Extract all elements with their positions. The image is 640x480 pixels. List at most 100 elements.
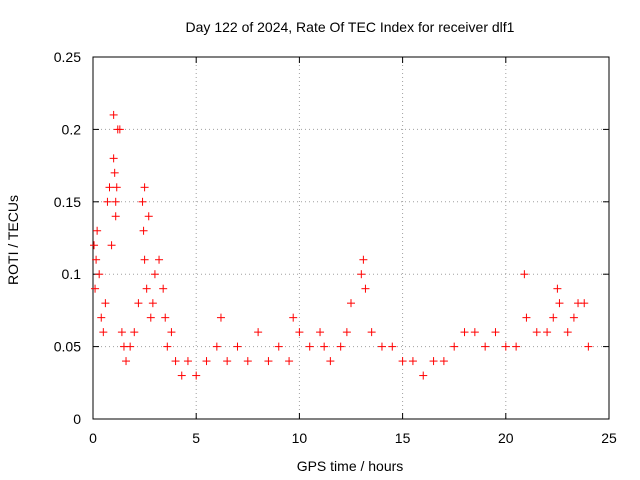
data-points	[90, 110, 593, 380]
data-point	[117, 328, 126, 337]
data-point	[144, 212, 153, 221]
data-point	[103, 197, 112, 206]
chart-title: Day 122 of 2024, Rate Of TEC Index for r…	[186, 19, 515, 35]
data-point	[105, 183, 114, 192]
data-point	[419, 371, 428, 380]
y-tick-label: 0.05	[54, 339, 81, 355]
data-point	[95, 270, 104, 279]
data-point	[91, 284, 100, 293]
data-point	[316, 328, 325, 337]
y-tick-label: 0.15	[54, 194, 81, 210]
data-point	[111, 197, 120, 206]
data-point	[111, 212, 120, 221]
data-point	[543, 328, 552, 337]
data-point	[142, 284, 151, 293]
data-point	[563, 328, 572, 337]
data-point	[532, 328, 541, 337]
data-point	[305, 342, 314, 351]
data-point	[139, 226, 148, 235]
data-point	[146, 313, 155, 322]
data-point	[223, 357, 232, 366]
data-point	[553, 284, 562, 293]
data-point	[522, 313, 531, 322]
data-point	[388, 342, 397, 351]
data-point	[109, 110, 118, 119]
x-tick-label: 5	[192, 430, 200, 446]
data-point	[377, 342, 386, 351]
data-point	[359, 255, 368, 264]
y-tick-label: 0	[73, 411, 81, 427]
y-axis-label: ROTI / TECUs	[5, 195, 21, 285]
data-point	[155, 255, 164, 264]
data-point	[491, 328, 500, 337]
data-point	[97, 313, 106, 322]
data-point	[202, 357, 211, 366]
data-point	[357, 270, 366, 279]
data-point	[295, 328, 304, 337]
data-point	[109, 154, 118, 163]
data-point	[115, 125, 124, 134]
x-axis-label: GPS time / hours	[297, 458, 404, 474]
data-point	[183, 357, 192, 366]
data-point	[110, 168, 119, 177]
data-point	[289, 313, 298, 322]
data-point	[216, 313, 225, 322]
data-point	[134, 299, 143, 308]
data-point	[429, 357, 438, 366]
data-point	[171, 357, 180, 366]
tick-layer: 0 5 10 15 20 25 0 0.05 0.1 0.15 0.2 0.25	[54, 49, 617, 446]
data-point	[569, 313, 578, 322]
data-point	[367, 328, 376, 337]
x-tick-label: 20	[498, 430, 514, 446]
data-point	[126, 342, 135, 351]
data-point	[584, 342, 593, 351]
data-point	[233, 342, 242, 351]
data-point	[90, 241, 99, 250]
data-point	[512, 342, 521, 351]
data-point	[481, 342, 490, 351]
data-point	[140, 255, 149, 264]
data-point	[122, 357, 131, 366]
data-point	[140, 183, 149, 192]
data-point	[243, 357, 252, 366]
x-tick-label: 15	[395, 430, 411, 446]
x-tick-label: 10	[292, 430, 308, 446]
y-tick-label: 0.1	[62, 266, 82, 282]
data-point	[501, 342, 510, 351]
data-point	[167, 328, 176, 337]
data-point	[361, 284, 370, 293]
x-tick-label: 0	[89, 430, 97, 446]
data-point	[254, 328, 263, 337]
y-tick-label: 0.2	[62, 121, 82, 137]
data-point	[107, 241, 116, 250]
data-point	[148, 299, 157, 308]
data-point	[549, 313, 558, 322]
y-tick-label: 0.25	[54, 49, 81, 65]
data-point	[320, 342, 329, 351]
grid-layer	[93, 57, 609, 419]
data-point	[470, 328, 479, 337]
data-point	[93, 226, 102, 235]
data-point	[192, 371, 201, 380]
data-point	[285, 357, 294, 366]
x-tick-label: 25	[601, 430, 617, 446]
data-point	[342, 328, 351, 337]
data-point	[92, 255, 101, 264]
data-point	[520, 270, 529, 279]
data-point	[580, 299, 589, 308]
data-point	[161, 313, 170, 322]
data-point	[177, 371, 186, 380]
data-point	[450, 342, 459, 351]
data-point	[159, 284, 168, 293]
data-point	[408, 357, 417, 366]
data-point	[163, 342, 172, 351]
data-point	[347, 299, 355, 308]
data-point	[212, 342, 221, 351]
data-point	[99, 328, 108, 337]
data-point	[336, 342, 345, 351]
plot-frame	[92, 56, 610, 420]
data-point	[264, 357, 273, 366]
data-point	[138, 197, 147, 206]
data-point	[398, 357, 407, 366]
